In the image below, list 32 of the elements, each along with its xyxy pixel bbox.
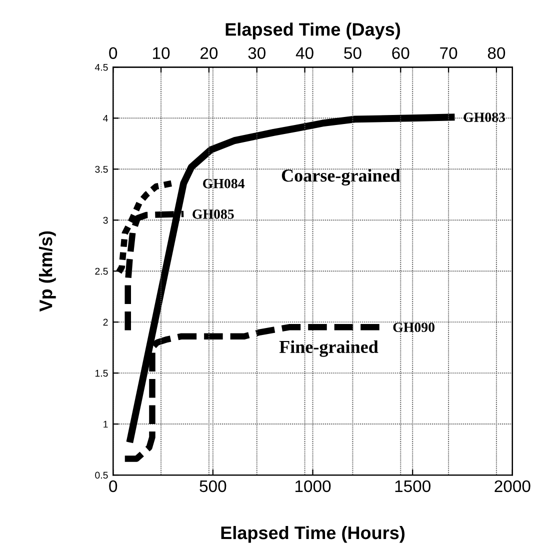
y-tick-label: 1 [104, 420, 108, 428]
text: GH084 [203, 178, 245, 188]
x2-tick-label: 20 [200, 47, 218, 60]
x-tick-label: 2000 [494, 480, 530, 492]
series-label: GH090 [393, 322, 434, 332]
x-tick-label: 1500 [395, 480, 430, 492]
y-tick-label: 2.5 [95, 268, 108, 275]
x2-tick-label: 80 [488, 47, 506, 60]
x2-tick-label: 40 [296, 47, 314, 60]
x2-tick-label: 50 [344, 47, 362, 60]
annotation: Fine-grained [279, 340, 378, 357]
x2-tick-label: 60 [392, 47, 410, 60]
x-tick-label: 500 [200, 480, 226, 492]
x-axis-title: Elapsed Time (Hours) [221, 526, 405, 543]
y-tick-label: 1.5 [95, 370, 108, 377]
x-tick-label: 0 [109, 480, 118, 492]
y-tick-label: 3.5 [95, 166, 108, 173]
x-tick-label: 1000 [295, 480, 331, 492]
y-axis-title: Vp (km/s) [39, 231, 56, 312]
y-tick-label: 0.5 [95, 472, 108, 479]
y-tick-label: 3 [103, 216, 108, 224]
x2-axis-title: Elapsed Time (Days) [226, 22, 400, 40]
series-label: GH083 [464, 112, 506, 122]
y-tick-label: 4 [103, 114, 108, 122]
x2-tick-label: 10 [153, 47, 170, 60]
x2-tick-label: 30 [248, 47, 266, 60]
y-tick-label: 2 [103, 318, 108, 326]
x2-tick-label: 70 [440, 47, 458, 60]
y-tick-label: 4.5 [94, 64, 108, 71]
annotation: Coarse-grained [282, 169, 400, 186]
x2-tick-label: 0 [109, 47, 118, 60]
series-label: GH085 [192, 209, 234, 219]
